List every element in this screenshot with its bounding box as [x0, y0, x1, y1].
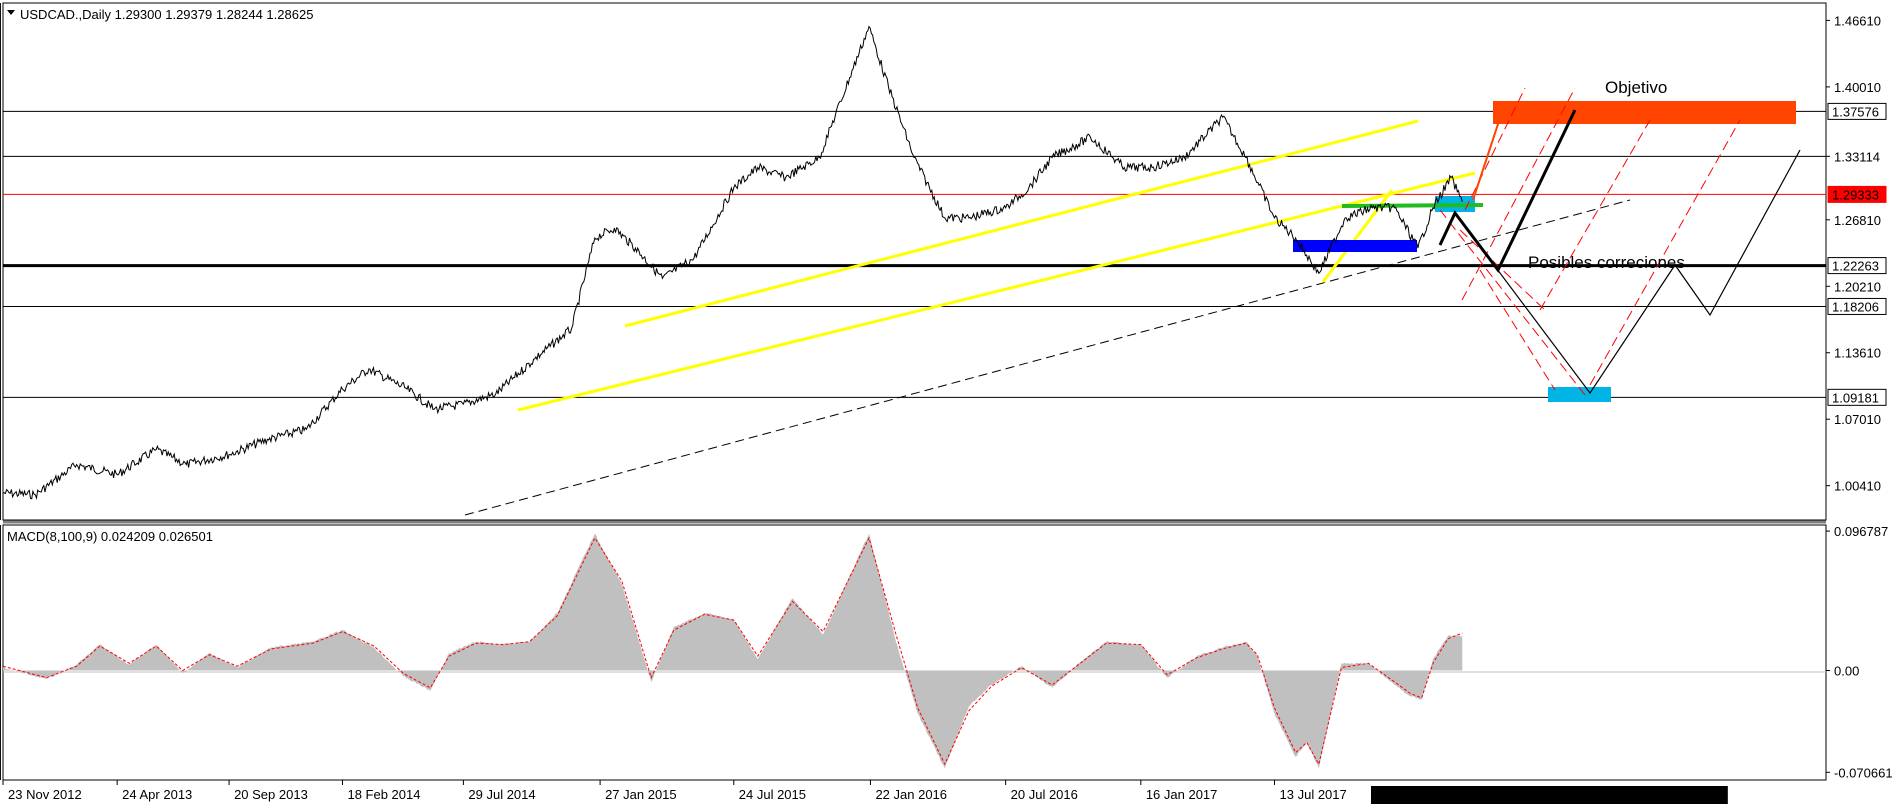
- green-level[interactable]: [1341, 203, 1484, 208]
- x-tick-label-9: 16 Jan 2017: [1146, 787, 1218, 802]
- level-label-box-0: [1827, 102, 1887, 120]
- x-tick-label-4: 29 Jul 2014: [468, 787, 535, 802]
- y-tick-label-3: 1.26810: [1834, 213, 1881, 228]
- level-label-4: 1.18206: [1832, 299, 1879, 314]
- x-tick-label-10: 13 Jul 2017: [1280, 787, 1347, 802]
- y-tick-label-6: 1.07010: [1834, 412, 1881, 427]
- x-tick-label-1: 24 Apr 2013: [122, 787, 192, 802]
- x-highlight-label-1: 2018.07.11 00:00: [1490, 788, 1590, 803]
- yellow-trendline-lower[interactable]: [517, 171, 1476, 412]
- price-chart-title: USDCAD.,Daily 1.29300 1.29379 1.28244 1.…: [20, 7, 313, 22]
- red-dashed-channel-6: [1459, 229, 1546, 311]
- red-projection: [1472, 117, 1501, 201]
- dashed-trendline[interactable]: [464, 199, 1631, 516]
- level-label-box-5: [1827, 388, 1887, 406]
- level-label-box-3: [1827, 257, 1887, 275]
- macd-y-axis: 0.096787 0.00 -0.070661: [1826, 524, 1893, 780]
- y-tick-label-4: 1.20210: [1834, 279, 1881, 294]
- x-tick-label-3: 18 Feb 2014: [347, 787, 420, 802]
- x-tick-label-5: 27 Jan 2015: [605, 787, 677, 802]
- x-highlight-label-0: 2018.02.09 00:00: [1376, 788, 1477, 803]
- yellow-trendline-upper[interactable]: [624, 119, 1419, 328]
- y-tick-label-2: 1.33114: [1834, 149, 1880, 164]
- target-box[interactable]: [1493, 101, 1796, 124]
- price-y-axis: 1.46610 1.40010 1.33114 1.26810 1.20210 1.136…: [1826, 13, 1881, 494]
- price-series-line: [3, 25, 1463, 500]
- x-highlight-box-0: [1371, 786, 1495, 804]
- macd-tick-label-0: 0.096787: [1834, 524, 1888, 539]
- x-tick-label-6: 24 Jul 2015: [739, 787, 806, 802]
- y-tick-label-1: 1.40010: [1834, 80, 1881, 95]
- y-tick-label-5: 1.13610: [1834, 346, 1881, 361]
- red-dashed-channel-4: [1589, 119, 1741, 386]
- red-dashed-channel-7: [1479, 269, 1556, 391]
- x-tick-label-2: 20 Sep 2013: [234, 787, 308, 802]
- thin-projection-path: [1454, 149, 1801, 395]
- time-x-axis: 23 Nov 2012 24 Apr 2013 20 Sep 2013 18 Feb …: [2, 780, 1728, 804]
- macd-pane-border: [2, 524, 1827, 781]
- red-dashed-channel-2: [1461, 87, 1576, 301]
- x-tick-label-8: 20 Jul 2016: [1011, 787, 1078, 802]
- y-tick-label-0: 1.46610: [1834, 13, 1881, 28]
- price-pane-border: [2, 2, 1827, 521]
- macd-tick-label-1: 0.00: [1834, 664, 1859, 679]
- zone-box-bottom[interactable]: [1548, 387, 1611, 402]
- macd-histogram-area: [3, 533, 1463, 769]
- x-tick-label-0: 23 Nov 2012: [8, 787, 82, 802]
- annotation-objetivo[interactable]: Objetivo: [1605, 78, 1667, 97]
- support-box[interactable]: [1293, 240, 1417, 252]
- level-label-5: 1.09181: [1832, 390, 1879, 405]
- level-label-0: 1.37576: [1832, 104, 1879, 119]
- drawing-objects: [464, 87, 1801, 516]
- red-dashed-channel-3: [1539, 119, 1651, 311]
- red-dashed-channel-5: [1439, 209, 1586, 396]
- level-labels: 1.37576 1.29333 1.22263 1.18206 1.09181: [1827, 102, 1887, 406]
- level-label-3: 1.22263: [1832, 259, 1879, 274]
- x-highlight-label-2: 2018.12.16 00:00: [1609, 788, 1710, 803]
- red-dashed-channel-1: [1464, 87, 1526, 211]
- symbol-dropdown-icon[interactable]: [7, 10, 15, 15]
- y-tick-label-7: 1.00410: [1834, 479, 1881, 494]
- level-label-2: 1.29333: [1832, 187, 1879, 202]
- annotation-posibles-correciones[interactable]: Posibles correciones: [1528, 253, 1685, 272]
- level-label-box-4: [1827, 297, 1887, 315]
- x-highlight-box-2: [1603, 786, 1728, 804]
- level-label-box-2: [1827, 185, 1887, 203]
- macd-tick-label-2: -0.070661: [1834, 765, 1893, 780]
- macd-title: MACD(8,100,9) 0.024209 0.026501: [7, 529, 213, 544]
- x-tick-label-7: 22 Jan 2016: [875, 787, 947, 802]
- x-highlight-box-1: [1485, 786, 1610, 804]
